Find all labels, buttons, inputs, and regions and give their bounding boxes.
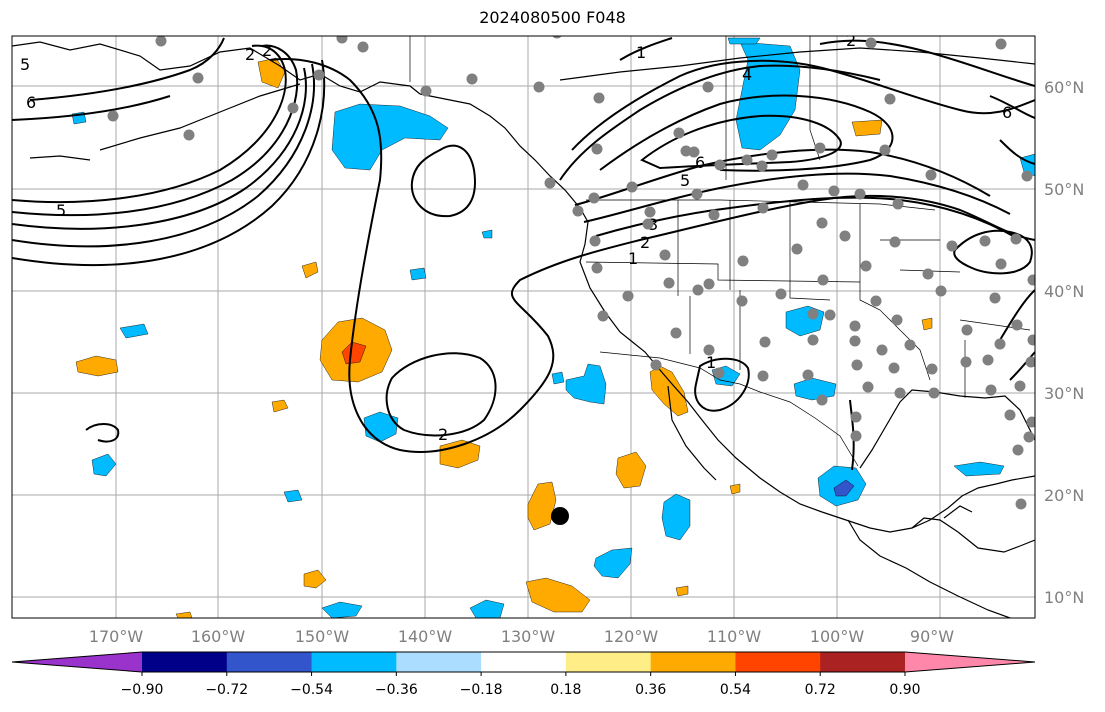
lon-label: 140°W: [398, 627, 453, 646]
contour-label: 5: [56, 201, 66, 220]
contour-lines: [12, 37, 1035, 471]
lat-label: 40°N: [1044, 282, 1084, 301]
storm-marker: [551, 507, 569, 525]
colorbar-segment: [226, 652, 313, 672]
colorbar-tick-label: −0.36: [375, 682, 418, 698]
lon-label: 130°W: [501, 627, 556, 646]
lon-label: 170°W: [89, 627, 144, 646]
map-title: 2024080500 F048: [479, 8, 626, 27]
colorbar: −0.90 −0.72 −0.54 −0.36 −0.18 0.18 0.36 0.54 0.7…: [11, 651, 1036, 698]
contour-label: 6: [26, 93, 36, 112]
colorbar-segment: [820, 652, 906, 672]
contour-label: 2: [262, 41, 272, 60]
colorbar-segment: [142, 652, 228, 672]
lon-label: 150°W: [295, 627, 350, 646]
map-frame: [11, 35, 1036, 619]
lat-label: 20°N: [1044, 486, 1084, 505]
colorbar-segment: [735, 652, 821, 672]
contour-label: 2: [245, 45, 255, 64]
lat-label: 30°N: [1044, 384, 1084, 403]
lon-label: 100°W: [810, 627, 865, 646]
colorbar-extend-low: [12, 652, 142, 672]
colorbar-tick-label: −0.72: [205, 682, 248, 698]
lon-label: 160°W: [191, 627, 246, 646]
contour-label: 5: [680, 171, 690, 190]
lon-label: 90°W: [910, 627, 954, 646]
lat-labels: 60°N 50°N 40°N 30°N 20°N 10°N: [1044, 78, 1084, 607]
contour-label: 5: [20, 55, 30, 74]
lon-label: 120°W: [604, 627, 659, 646]
colorbar-tick-label: 0.72: [805, 682, 836, 698]
colorbar-segment: [311, 652, 397, 672]
colorbar-extend-high: [905, 652, 1035, 672]
contour-label: 6: [1002, 103, 1012, 122]
shaded-anomalies: [71, 37, 1035, 618]
colorbar-segment: [565, 652, 652, 672]
colorbar-tick-label: −0.54: [290, 682, 333, 698]
contour-label: 1: [636, 43, 646, 62]
contour-label: 2: [846, 31, 856, 50]
colorbar-tick-label: −0.18: [460, 682, 503, 698]
lon-labels: 170°W 160°W 150°W 140°W 130°W 120°W 110°…: [89, 627, 954, 646]
lat-label: 10°N: [1044, 588, 1084, 607]
station-dots: [107, 36, 1035, 510]
colorbar-segment: [481, 652, 567, 672]
contour-label: 4: [742, 65, 752, 84]
colorbar-segment: [396, 652, 482, 672]
contour-label: 6: [695, 153, 705, 172]
lat-label: 50°N: [1044, 180, 1084, 199]
coastlines: [12, 41, 1035, 618]
lon-label: 110°W: [707, 627, 762, 646]
colorbar-tick-label: −0.90: [121, 682, 164, 698]
colorbar-tick-label: 0.18: [550, 682, 581, 698]
colorbar-segment: [650, 652, 736, 672]
contour-label: 1: [628, 249, 638, 268]
colorbar-tick-label: 0.36: [635, 682, 666, 698]
lat-label: 60°N: [1044, 78, 1084, 97]
colorbar-tick-label: 0.54: [720, 682, 751, 698]
gridlines: [12, 36, 1035, 618]
contour-label: 2: [640, 233, 650, 252]
contour-label: 2: [438, 425, 448, 444]
colorbar-tick-label: 0.90: [889, 682, 920, 698]
contour-label: 1: [706, 353, 716, 372]
